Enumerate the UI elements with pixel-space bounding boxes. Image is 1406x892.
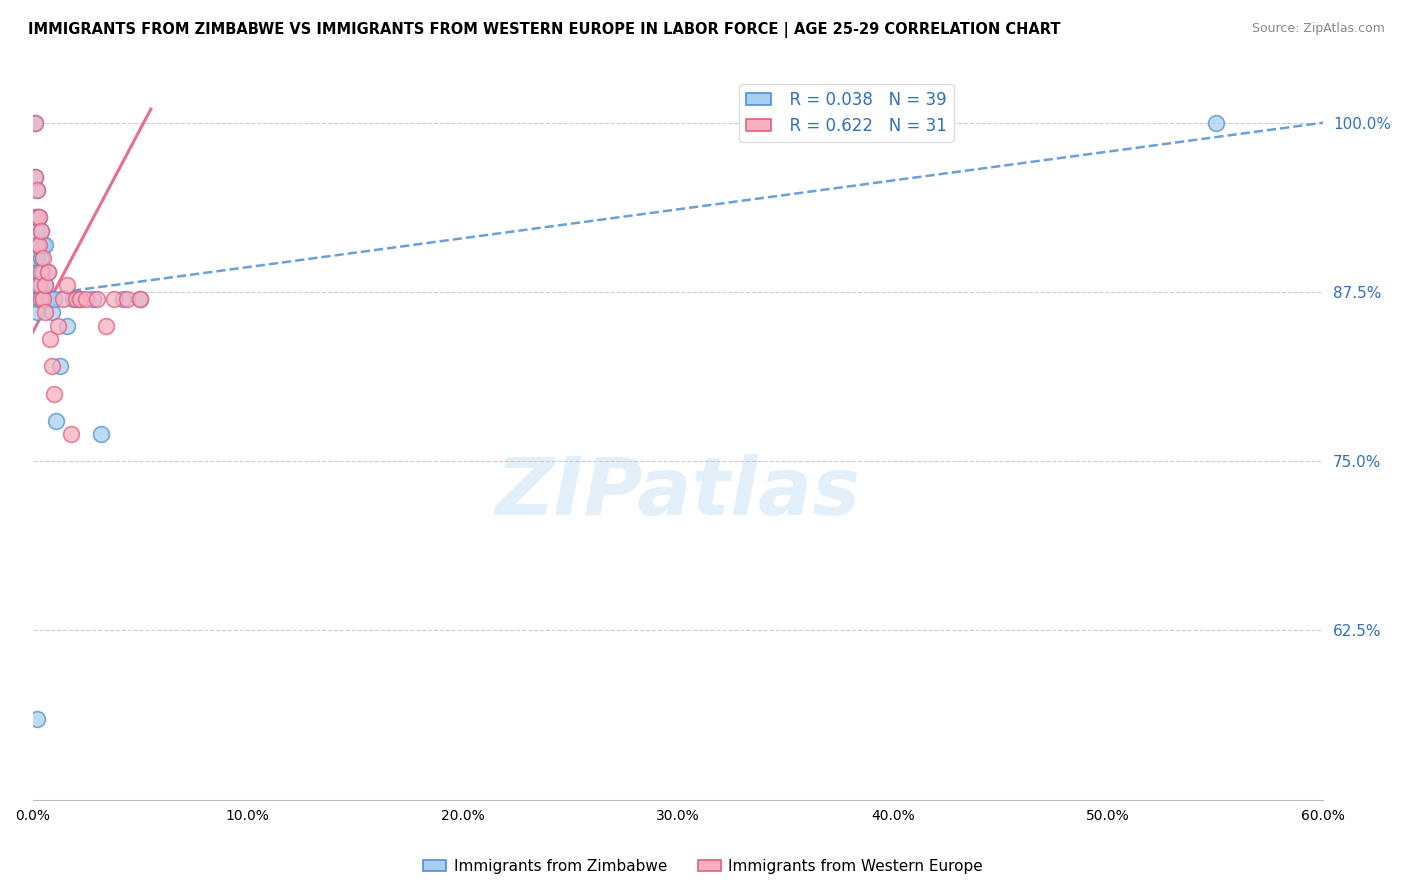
Point bbox=[24, 251, 46, 265]
Point bbox=[37, 265, 59, 279]
Point bbox=[32, 251, 55, 265]
Point bbox=[25, 712, 48, 726]
Point bbox=[25, 305, 48, 319]
Point bbox=[52, 292, 75, 306]
Point bbox=[25, 251, 48, 265]
Point bbox=[28, 278, 51, 293]
Point bbox=[37, 265, 59, 279]
Point bbox=[34, 305, 56, 319]
Point bbox=[24, 211, 46, 225]
Point bbox=[90, 427, 112, 442]
Point bbox=[28, 237, 51, 252]
Point bbox=[34, 278, 56, 293]
Text: Source: ZipAtlas.com: Source: ZipAtlas.com bbox=[1251, 22, 1385, 36]
Point bbox=[129, 292, 152, 306]
Text: IMMIGRANTS FROM ZIMBABWE VS IMMIGRANTS FROM WESTERN EUROPE IN LABOR FORCE | AGE : IMMIGRANTS FROM ZIMBABWE VS IMMIGRANTS F… bbox=[28, 22, 1060, 38]
Point bbox=[42, 292, 65, 306]
Point bbox=[25, 183, 48, 197]
Point bbox=[37, 292, 59, 306]
Point bbox=[30, 251, 52, 265]
Point bbox=[69, 292, 91, 306]
Point bbox=[62, 292, 84, 306]
Point bbox=[30, 224, 52, 238]
Point bbox=[30, 265, 52, 279]
Point bbox=[24, 116, 46, 130]
Point bbox=[28, 211, 51, 225]
Point bbox=[24, 292, 46, 306]
Point bbox=[28, 237, 51, 252]
Legend:   R = 0.038   N = 39,   R = 0.622   N = 31: R = 0.038 N = 39, R = 0.622 N = 31 bbox=[740, 84, 953, 142]
Point bbox=[24, 278, 46, 293]
Point bbox=[34, 278, 56, 293]
Text: ZIPatlas: ZIPatlas bbox=[495, 454, 860, 532]
Point bbox=[28, 292, 51, 306]
Point bbox=[94, 318, 117, 333]
Point bbox=[25, 224, 48, 238]
Point bbox=[45, 414, 67, 428]
Point bbox=[82, 292, 104, 306]
Point bbox=[42, 386, 65, 401]
Legend: Immigrants from Zimbabwe, Immigrants from Western Europe: Immigrants from Zimbabwe, Immigrants fro… bbox=[418, 853, 988, 880]
Point bbox=[30, 224, 52, 238]
Point bbox=[1205, 116, 1227, 130]
Point bbox=[25, 211, 48, 225]
Point bbox=[25, 183, 48, 197]
Point bbox=[25, 237, 48, 252]
Point bbox=[38, 292, 60, 306]
Point bbox=[103, 292, 125, 306]
Point bbox=[41, 359, 63, 374]
Point bbox=[56, 278, 79, 293]
Point bbox=[24, 116, 46, 130]
Point bbox=[32, 292, 55, 306]
Point bbox=[49, 359, 72, 374]
Point bbox=[32, 265, 55, 279]
Point bbox=[56, 318, 79, 333]
Point bbox=[41, 305, 63, 319]
Point bbox=[25, 278, 48, 293]
Point bbox=[30, 278, 52, 293]
Point bbox=[34, 237, 56, 252]
Point bbox=[86, 292, 108, 306]
Point bbox=[24, 169, 46, 184]
Point bbox=[75, 292, 97, 306]
Point bbox=[115, 292, 138, 306]
Point bbox=[60, 427, 83, 442]
Point bbox=[111, 292, 134, 306]
Point bbox=[32, 237, 55, 252]
Point bbox=[28, 265, 51, 279]
Point bbox=[129, 292, 152, 306]
Point bbox=[69, 292, 91, 306]
Point bbox=[30, 292, 52, 306]
Point bbox=[32, 292, 55, 306]
Point bbox=[65, 292, 87, 306]
Point bbox=[38, 332, 60, 346]
Point bbox=[24, 169, 46, 184]
Point bbox=[28, 211, 51, 225]
Point bbox=[46, 318, 69, 333]
